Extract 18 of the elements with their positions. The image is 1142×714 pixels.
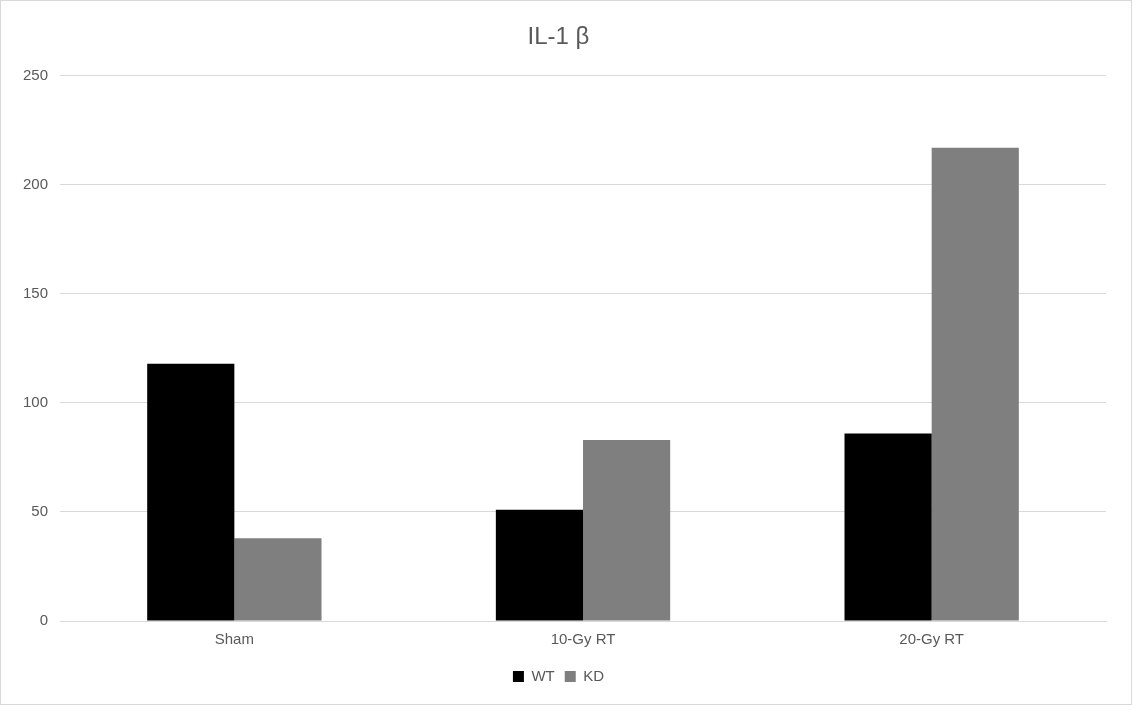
legend-label: KD xyxy=(583,666,605,684)
x-tick-label: 20-Gy RT xyxy=(899,630,965,648)
bar xyxy=(495,509,584,621)
x-tick-label: 10-Gy RT xyxy=(550,630,616,648)
y-tick-label: 150 xyxy=(23,284,49,302)
bar xyxy=(147,363,235,621)
bar xyxy=(234,538,322,621)
bar xyxy=(583,439,671,621)
y-tick-label: 50 xyxy=(31,502,49,520)
chart-title: IL-1 β xyxy=(527,22,590,50)
y-tick-label: 250 xyxy=(23,65,49,83)
legend-label: WT xyxy=(531,666,555,684)
bar xyxy=(931,147,1019,621)
x-tick-label: Sham xyxy=(214,630,254,648)
bar xyxy=(844,433,932,621)
y-tick-label: 100 xyxy=(23,393,49,411)
y-tick-label: 200 xyxy=(23,174,49,192)
y-tick-label: 0 xyxy=(39,611,49,629)
